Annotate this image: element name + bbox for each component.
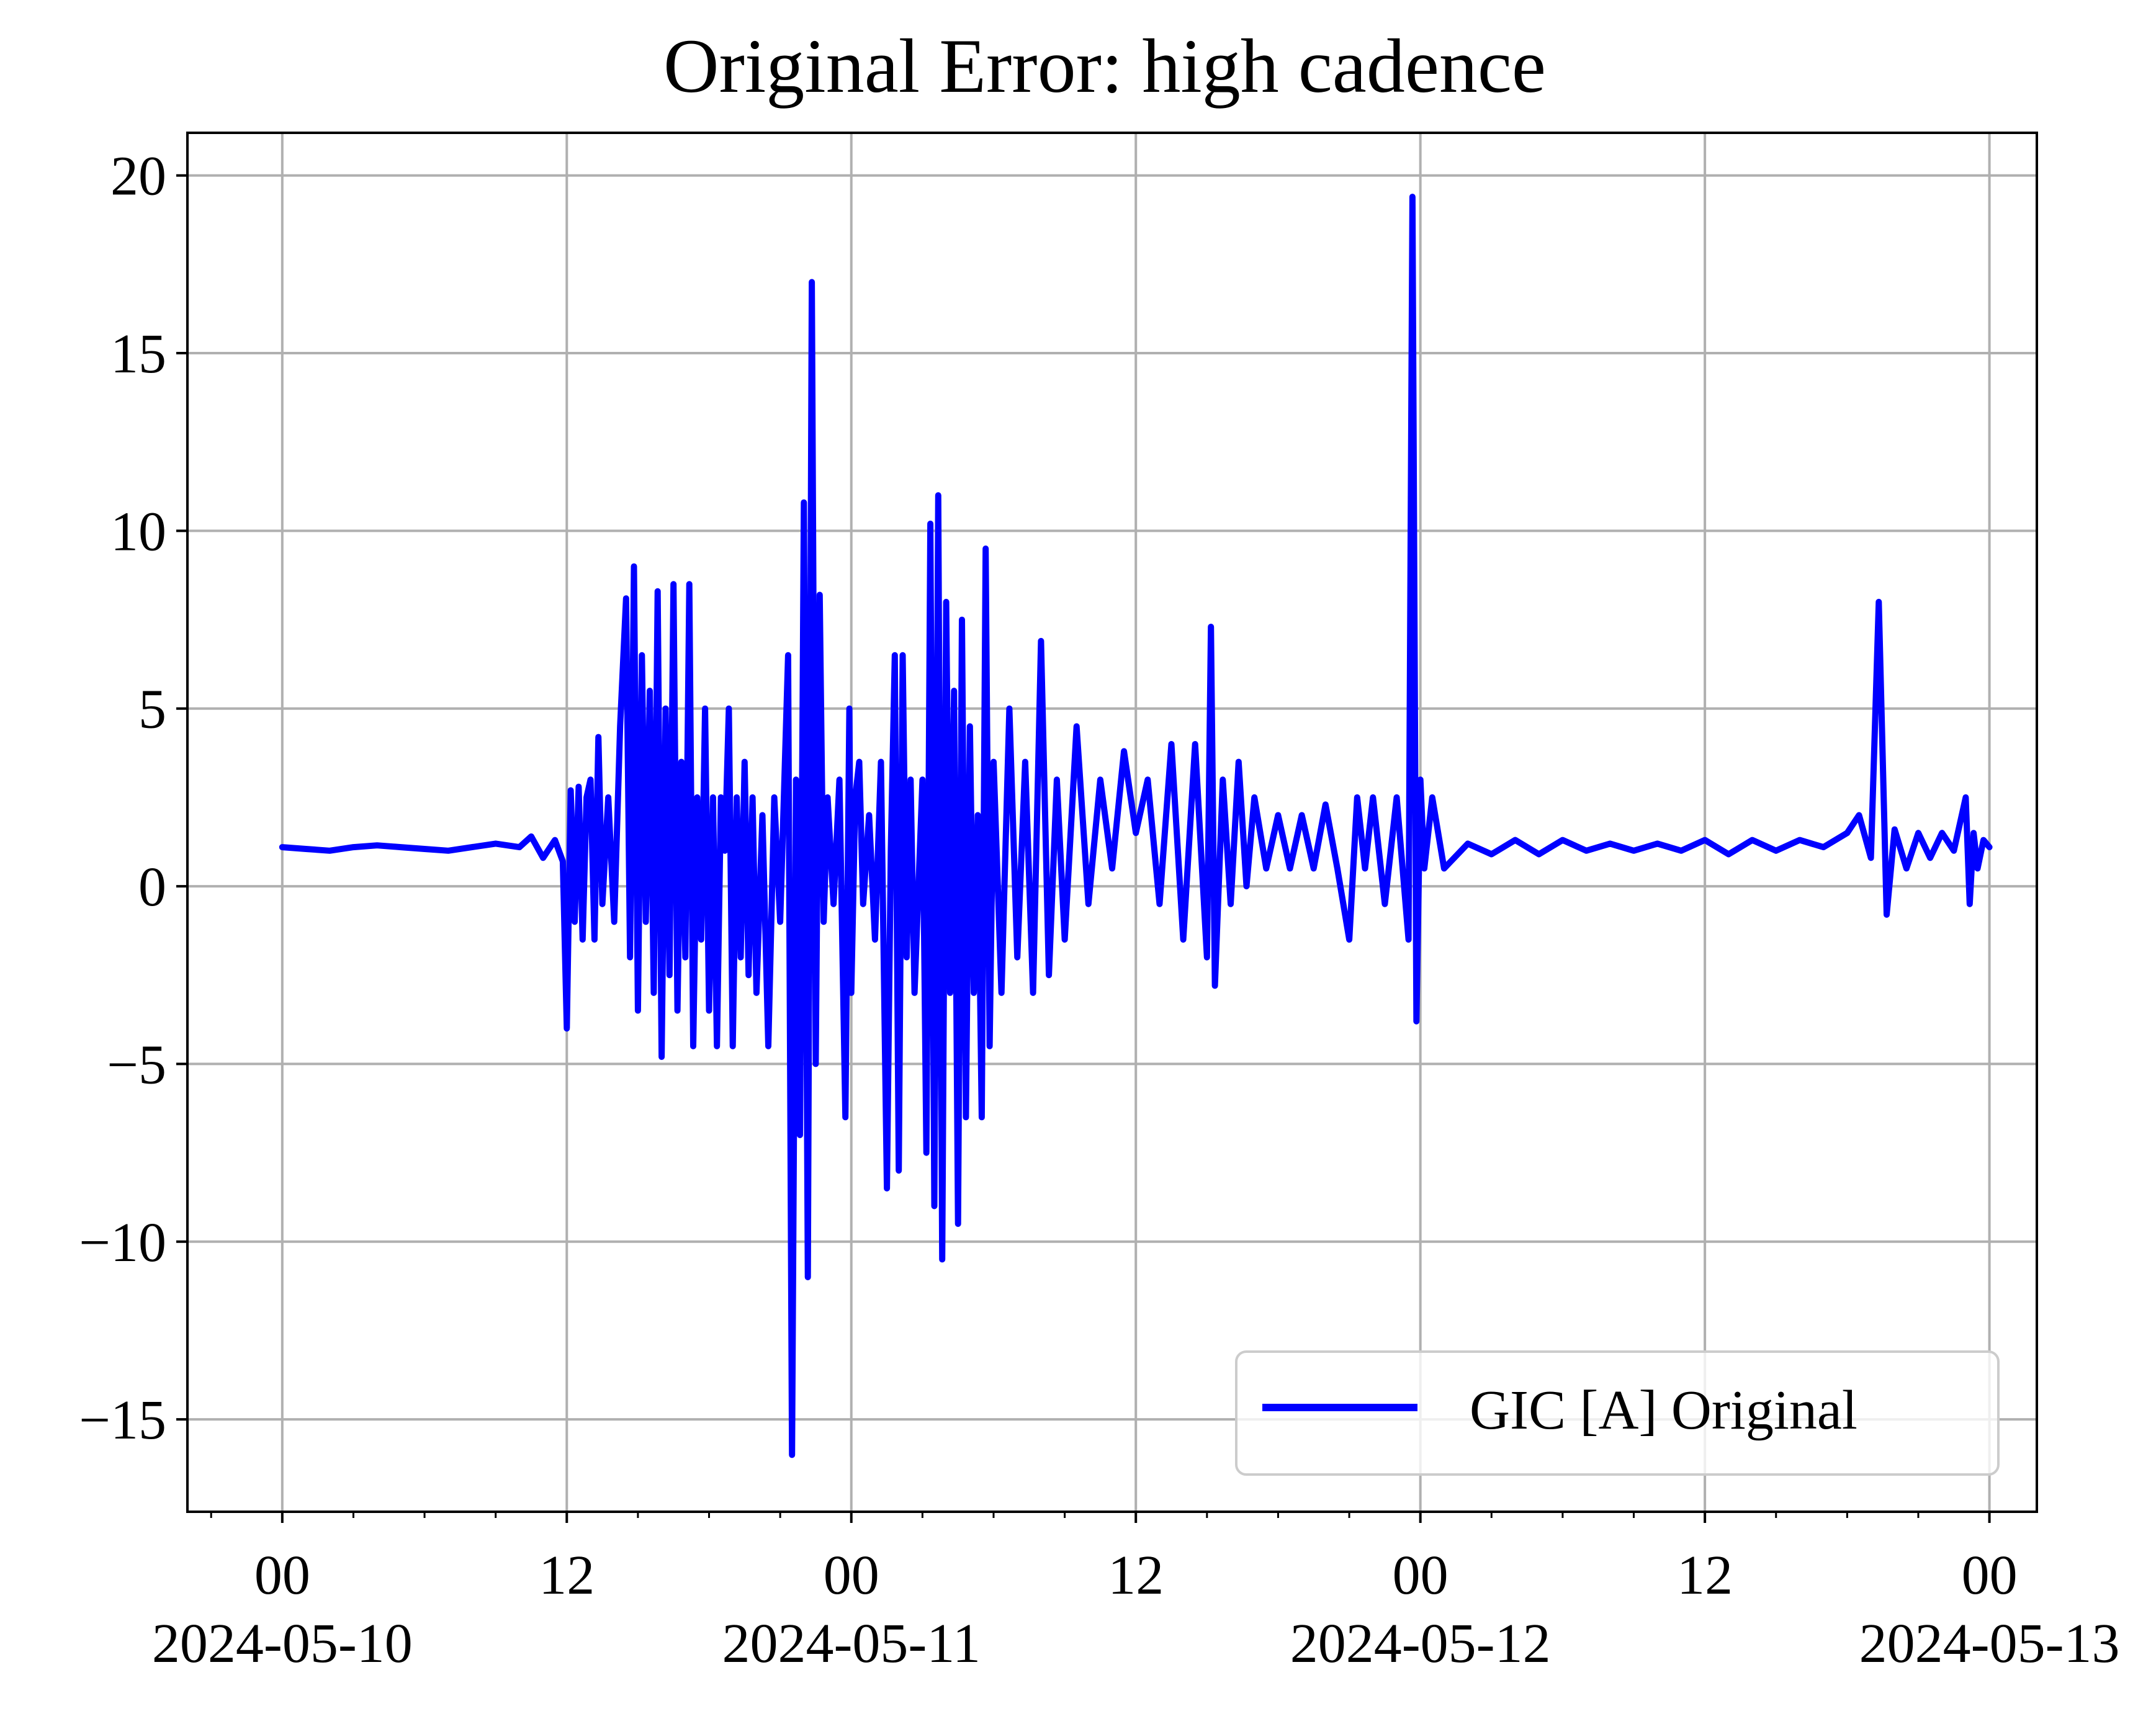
- plot-frame: [186, 132, 2038, 1513]
- x-axis: 00 2024-05-10 12 00 2024-05-11 12 00 2024-05-12…: [152, 1512, 2120, 1674]
- legend-label: GIC [A] Original: [1470, 1380, 1857, 1441]
- x-tick-label: 00: [254, 1545, 310, 1606]
- x-tick-date-label: 2024-05-13: [1859, 1613, 2120, 1674]
- y-tick-label: 20: [110, 146, 166, 207]
- x-tick-label: 00: [1962, 1545, 2018, 1606]
- x-tick-date-label: 2024-05-10: [152, 1613, 413, 1674]
- y-tick-label: −5: [107, 1034, 166, 1095]
- y-tick-label: −15: [79, 1390, 166, 1451]
- y-tick-label: 10: [110, 501, 166, 562]
- series-layer: [279, 194, 1993, 1458]
- series-line-gic-original: [279, 194, 1993, 1458]
- x-tick-date-label: 2024-05-12: [1290, 1613, 1551, 1674]
- x-tick-label: 00: [1393, 1545, 1449, 1606]
- y-tick-label: 5: [138, 679, 166, 740]
- chart-title: Original Error: high cadence: [663, 24, 1546, 109]
- x-tick-label: 00: [824, 1545, 879, 1606]
- legend: GIC [A] Original: [1235, 1350, 2000, 1476]
- x-tick-label: 12: [1108, 1545, 1164, 1606]
- x-tick-label: 12: [539, 1545, 595, 1606]
- y-tick-label: 0: [138, 856, 166, 918]
- legend-box: [1235, 1350, 2000, 1476]
- x-tick-label: 12: [1677, 1545, 1733, 1606]
- y-tick-label: −10: [79, 1212, 166, 1273]
- y-axis: −15 −10 −5 0 5 10 15 20: [79, 146, 187, 1451]
- y-tick-label: 15: [110, 323, 166, 385]
- x-tick-date-label: 2024-05-11: [722, 1613, 981, 1674]
